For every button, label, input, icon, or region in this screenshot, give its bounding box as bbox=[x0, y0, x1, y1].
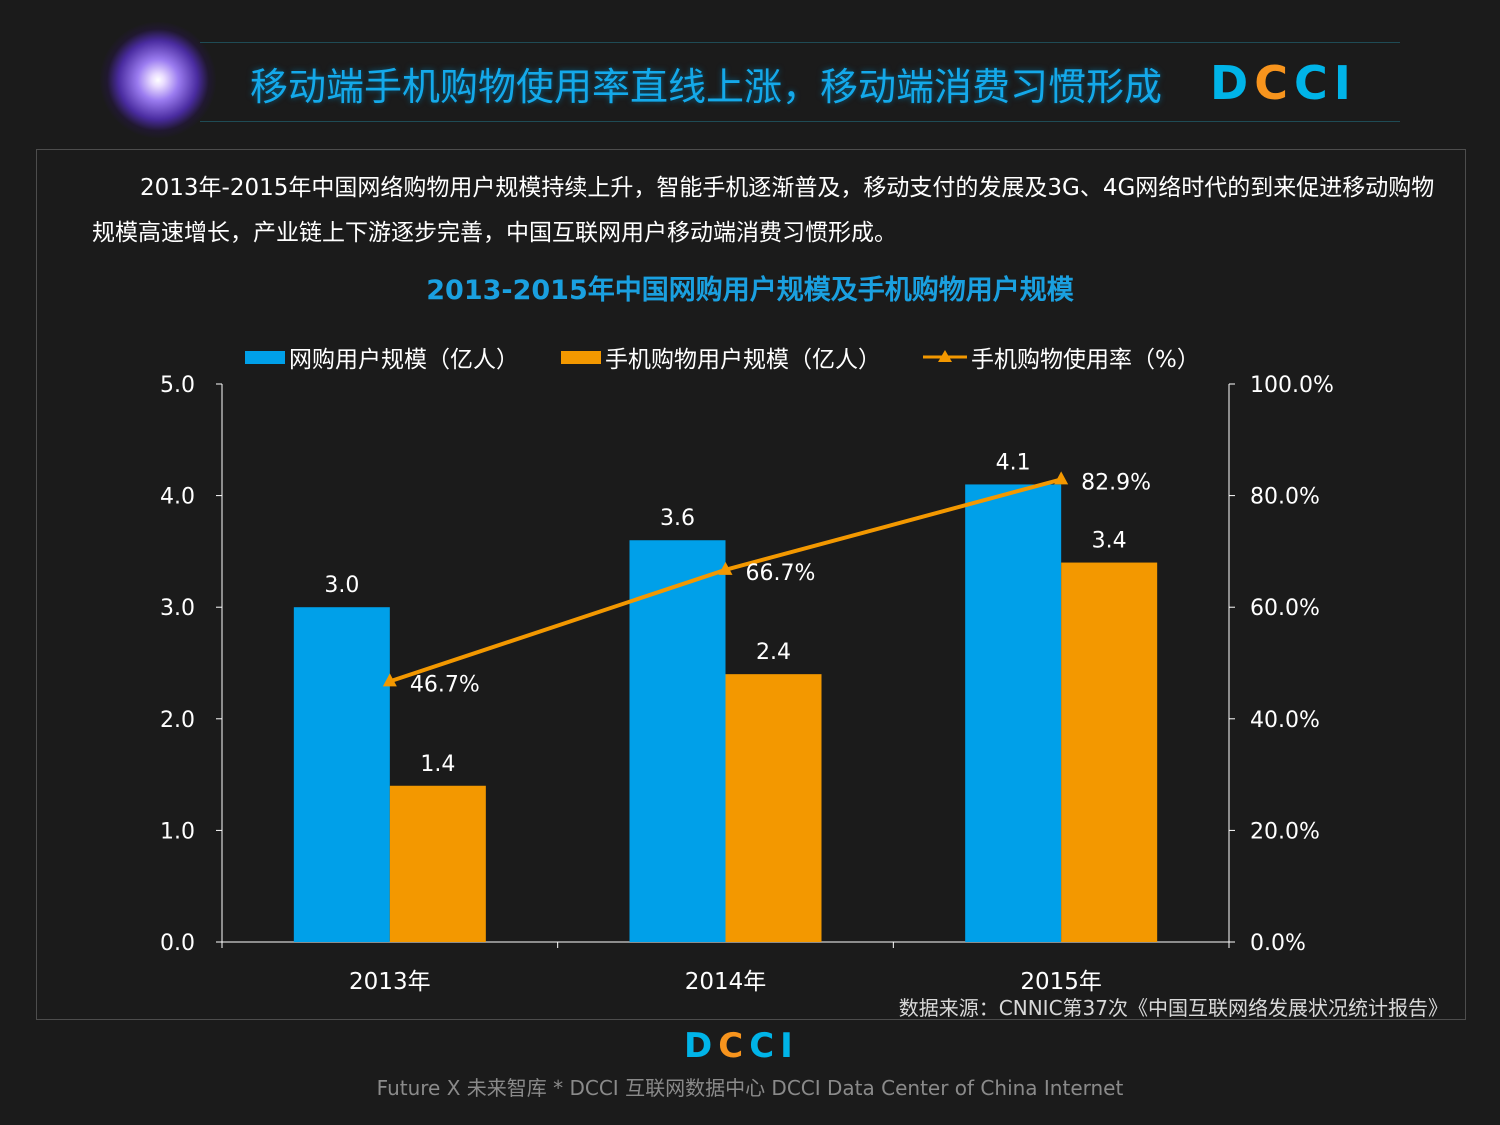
chart-title: 2013-2015年中国网购用户规模及手机购物用户规模 bbox=[426, 275, 1074, 306]
left-tick-label: 0.0 bbox=[160, 931, 195, 956]
logo-letter: C bbox=[749, 1026, 777, 1066]
bar-data-label: 3.0 bbox=[324, 573, 359, 598]
bar-data-label: 4.1 bbox=[996, 450, 1031, 475]
logo-letter: I bbox=[780, 1026, 795, 1066]
bar-mobile-users bbox=[725, 674, 822, 942]
legend-swatch bbox=[245, 350, 285, 364]
legend-label: 手机购物使用率（%） bbox=[971, 347, 1200, 373]
bar-online-users bbox=[629, 540, 726, 942]
right-tick-label: 40.0% bbox=[1250, 708, 1320, 733]
legend-item-online-users: 网购用户规模（亿人） bbox=[245, 340, 519, 374]
line-marker-triangle bbox=[1054, 471, 1069, 485]
line-data-label: 66.7% bbox=[746, 561, 816, 586]
bar-online-users bbox=[965, 484, 1062, 942]
content-frame bbox=[36, 149, 1466, 1020]
line-data-label: 82.9% bbox=[1081, 470, 1151, 495]
left-tick-label: 4.0 bbox=[160, 485, 195, 510]
line-marker-triangle bbox=[382, 673, 397, 687]
x-tick-label: 2013年 bbox=[349, 969, 431, 995]
logo-letter: C bbox=[1254, 56, 1290, 110]
intro-text: 2013年-2015年中国网络购物用户规模持续上升，智能手机逐渐普及，移动支付的… bbox=[92, 175, 1435, 246]
right-tick-label: 0.0% bbox=[1250, 931, 1306, 956]
title-band bbox=[200, 42, 1400, 122]
right-tick-label: 20.0% bbox=[1250, 819, 1320, 844]
left-tick-label: 1.0 bbox=[160, 819, 195, 844]
bar-data-label: 3.4 bbox=[1092, 529, 1127, 554]
logo-letter: I bbox=[1333, 56, 1353, 110]
chart-legend: 网购用户规模（亿人） 手机购物用户规模（亿人） 手机购物使用率（%） bbox=[245, 340, 1200, 374]
bar-mobile-users bbox=[1061, 562, 1158, 942]
bar-data-label: 2.4 bbox=[756, 640, 791, 665]
legend-line-triangle-icon bbox=[923, 350, 967, 362]
left-tick-label: 3.0 bbox=[160, 596, 195, 621]
bar-data-label: 1.4 bbox=[420, 752, 455, 777]
starburst-decoration bbox=[100, 22, 216, 138]
line-marker-triangle bbox=[718, 561, 733, 575]
data-source: 数据来源：CNNIC第37次《中国互联网络发展状况统计报告》 bbox=[898, 996, 1448, 1020]
footer-text: Future X 未来智库 * DCCI 互联网数据中心 DCCI Data C… bbox=[376, 1076, 1124, 1100]
line-data-label: 46.7% bbox=[410, 672, 480, 697]
right-tick-label: 80.0% bbox=[1250, 485, 1320, 510]
legend-label: 手机购物用户规模（亿人） bbox=[605, 347, 881, 373]
right-tick-label: 100.0% bbox=[1250, 373, 1334, 398]
right-tick-label: 60.0% bbox=[1250, 596, 1320, 621]
logo-letter: D bbox=[1210, 56, 1251, 110]
left-tick-label: 2.0 bbox=[160, 708, 195, 733]
legend-swatch bbox=[561, 350, 601, 364]
bar-online-users bbox=[293, 607, 390, 942]
bar-data-label: 3.6 bbox=[660, 506, 695, 531]
bar-mobile-users bbox=[389, 785, 486, 942]
logo-letter: D bbox=[684, 1026, 715, 1066]
legend-label: 网购用户规模（亿人） bbox=[289, 347, 519, 373]
slide-title: 移动端手机购物使用率直线上涨，移动端消费习惯形成 bbox=[250, 65, 1163, 109]
legend-item-mobile-users: 手机购物用户规模（亿人） bbox=[561, 340, 881, 374]
left-tick-label: 5.0 bbox=[160, 373, 195, 398]
logo-letter: C bbox=[1293, 56, 1330, 110]
x-tick-label: 2014年 bbox=[685, 969, 767, 995]
logo-letter: C bbox=[718, 1026, 746, 1066]
legend-item-mobile-rate: 手机购物使用率（%） bbox=[923, 340, 1200, 374]
x-tick-label: 2015年 bbox=[1020, 969, 1102, 995]
